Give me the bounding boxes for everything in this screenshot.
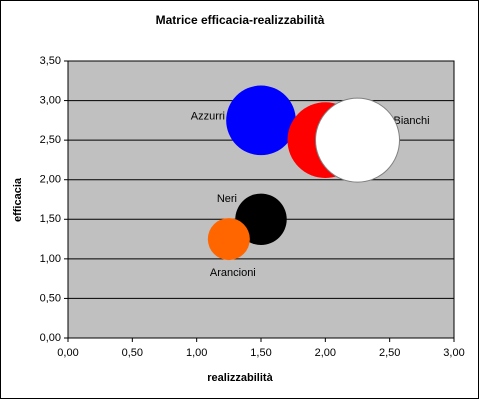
x-axis-title: realizzabilità xyxy=(207,372,273,384)
x-tick-label: 1,00 xyxy=(186,347,207,359)
y-tick-label: 3,00 xyxy=(40,94,61,106)
bubble-label: Bianchi xyxy=(394,115,430,127)
y-axis-title: efficacia xyxy=(12,177,24,222)
y-tick-label: 2,00 xyxy=(40,174,61,186)
bubble-label: Azzurri xyxy=(191,110,225,122)
bubble-label: Arancioni xyxy=(210,267,256,279)
plot-border xyxy=(67,60,455,339)
y-tick-label: 0,00 xyxy=(40,332,61,344)
x-tick-label: 1,50 xyxy=(250,347,271,359)
bubble xyxy=(315,97,400,183)
chart-title: Matrice efficacia-realizzabilità xyxy=(156,13,325,27)
bubble xyxy=(226,85,296,156)
bubble xyxy=(207,218,250,261)
y-tick-label: 0,50 xyxy=(40,292,61,304)
x-tick-label: 0,00 xyxy=(57,347,78,359)
y-tick-label: 2,50 xyxy=(40,134,61,146)
x-tick-label: 2,00 xyxy=(315,347,336,359)
bubble-label: Neri xyxy=(217,193,237,205)
x-tick-label: 3,00 xyxy=(443,347,464,359)
x-tick-label: 0,50 xyxy=(122,347,143,359)
y-tick-label: 3,50 xyxy=(40,55,61,67)
y-tick-label: 1,00 xyxy=(40,253,61,265)
x-tick-label: 2,50 xyxy=(379,347,400,359)
y-tick-label: 1,50 xyxy=(40,213,61,225)
